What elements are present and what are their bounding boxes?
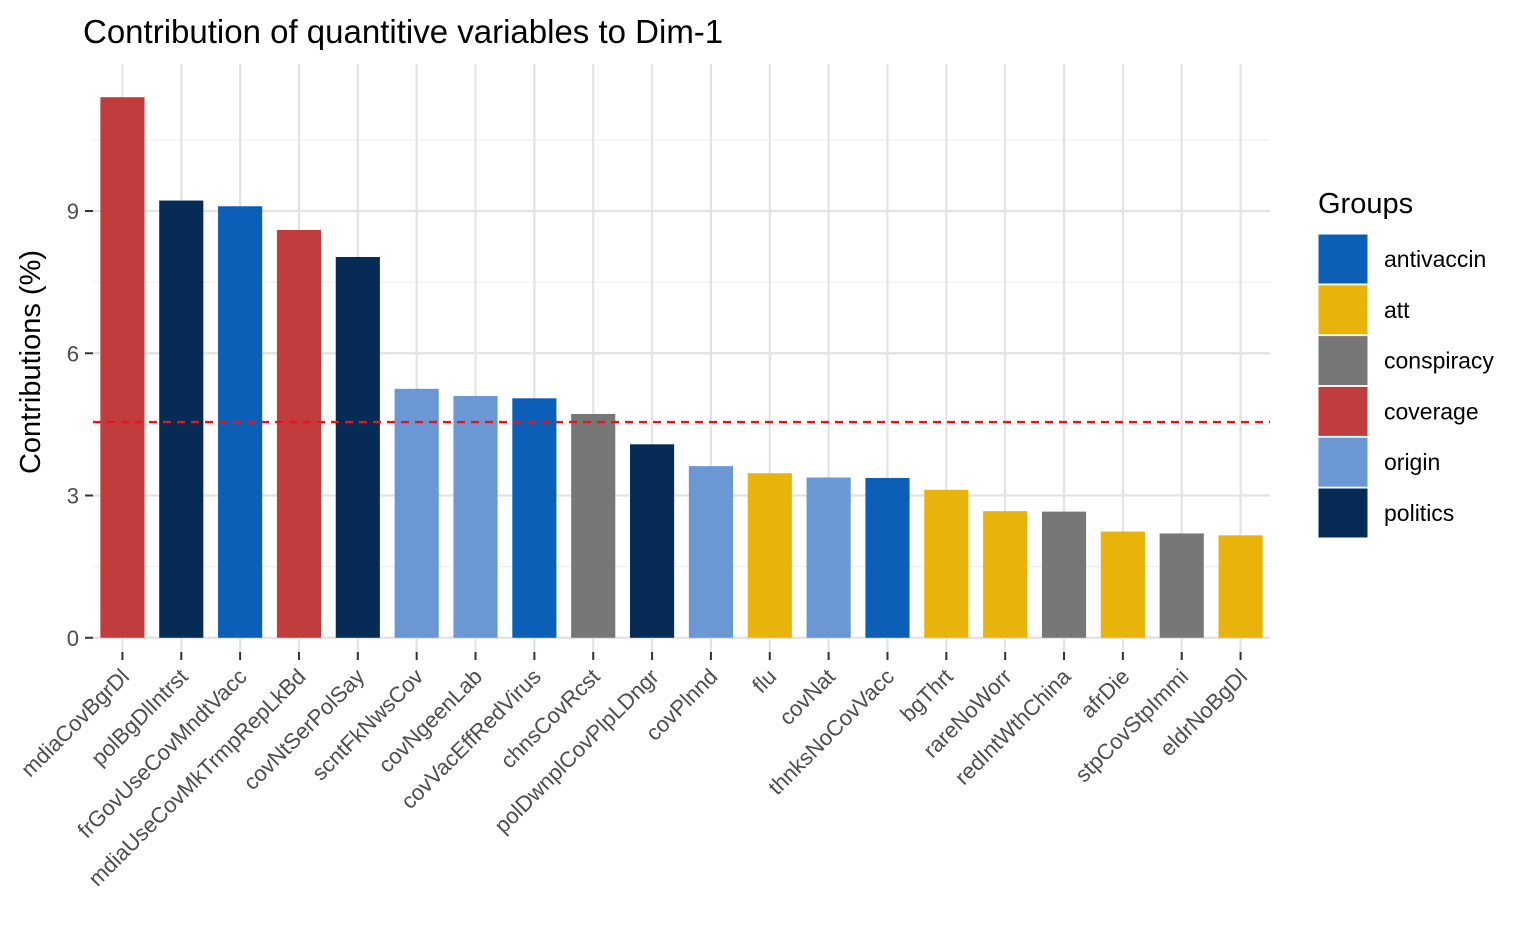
plot-panel: [93, 64, 1270, 652]
bar-stpCovStpImmi: [1159, 533, 1204, 638]
legend-swatch-conspiracy: [1317, 335, 1369, 387]
bar-scntFkNwsCov: [394, 388, 439, 638]
bar-polBgDlIntrst: [159, 200, 204, 638]
legend-label-conspiracy: conspiracy: [1384, 348, 1494, 374]
bar-flu: [747, 473, 792, 638]
bar-thnksNoCovVacc: [865, 477, 910, 638]
legend-swatch-antivaccin: [1317, 233, 1369, 285]
legend: Groups antivaccin att conspiracy coverage or…: [1317, 188, 1494, 539]
bar-redIntWthChina: [1041, 511, 1087, 638]
legend-swatch-politics: [1317, 487, 1369, 539]
bar-bgThrt: [924, 489, 969, 638]
y-tick-label: 6: [67, 341, 79, 366]
bar-covNgeenLab: [453, 395, 498, 638]
bar-covPlnnd: [688, 466, 733, 638]
legend-title: Groups: [1318, 188, 1413, 220]
bar-mdiaUseCovMkTrmpRepLkBd: [276, 229, 322, 638]
y-axis-label: Contributions (%): [15, 250, 47, 474]
legend-swatch-origin: [1317, 436, 1369, 488]
bars: [100, 97, 1263, 638]
legend-label-coverage: coverage: [1384, 398, 1479, 424]
bar-chnsCovRcst: [571, 413, 616, 638]
legend-swatch-coverage: [1317, 385, 1369, 437]
legend-label-politics: politics: [1384, 500, 1454, 526]
y-tick-label: 9: [67, 199, 79, 224]
bar-covVacEffRedVirus: [512, 398, 557, 638]
chart-title: Contribution of quantitive variables to …: [83, 13, 723, 50]
bar-eldrNoBgDl: [1218, 535, 1263, 638]
bar-mdiaCovBgrDl: [100, 97, 145, 638]
legend-swatch-att: [1317, 284, 1369, 336]
x-axis-ticks: mdiaCovBgrDlpolBgDlIntrstfrGovUseCovMndt…: [16, 652, 1252, 891]
grid-lines: [93, 64, 1270, 652]
legend-label-antivaccin: antivaccin: [1384, 246, 1486, 272]
bar-afrDie: [1100, 531, 1145, 638]
legend-label-origin: origin: [1384, 449, 1440, 475]
bar-polDwnplCovPlpLDngr: [630, 444, 675, 638]
y-tick-label: 0: [67, 626, 79, 651]
y-tick-label: 3: [67, 484, 79, 509]
bar-covNat: [806, 477, 851, 638]
bar-covNtSerPolSay: [335, 256, 380, 638]
y-axis-ticks: 0 3 6 9: [67, 199, 93, 651]
x-tick-label: flu: [747, 664, 781, 698]
bar-rareNoWorr: [983, 511, 1028, 638]
legend-label-att: att: [1384, 297, 1410, 323]
